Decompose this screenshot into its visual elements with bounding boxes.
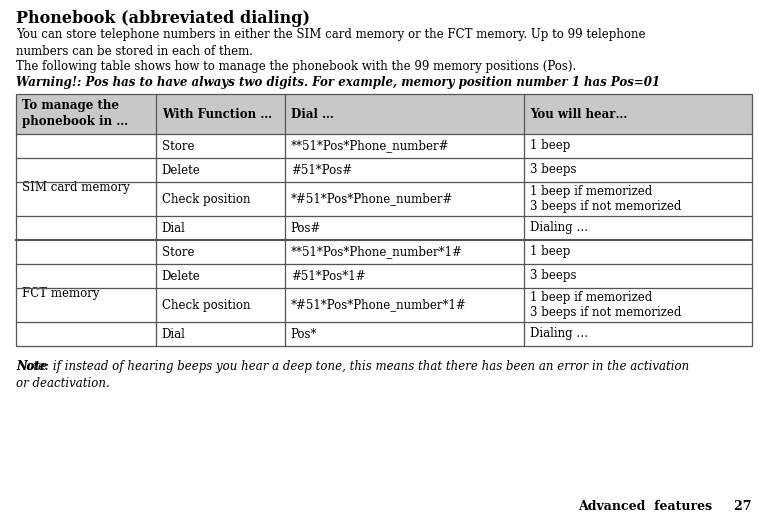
Text: #51*Pos*1#: #51*Pos*1# <box>290 269 365 282</box>
Text: Warning!: Pos has to have always two digits. For example, memory position number: Warning!: Pos has to have always two dig… <box>16 76 660 89</box>
Bar <box>16 94 752 134</box>
Text: To manage the
phonebook in …: To manage the phonebook in … <box>22 100 128 129</box>
Text: You will hear…: You will hear… <box>530 107 627 120</box>
Text: Store: Store <box>162 245 194 258</box>
Text: 3 beeps: 3 beeps <box>530 163 576 176</box>
Text: Dial: Dial <box>162 327 186 340</box>
Text: Check position: Check position <box>162 298 250 311</box>
Bar <box>16 94 752 346</box>
Bar <box>16 134 752 346</box>
Text: 1 beep: 1 beep <box>530 245 570 258</box>
Text: FCT memory: FCT memory <box>22 286 100 299</box>
Text: 1 beep: 1 beep <box>530 140 570 153</box>
Text: *#51*Pos*Phone_number*1#: *#51*Pos*Phone_number*1# <box>290 298 466 311</box>
Text: Dial …: Dial … <box>290 107 333 120</box>
Text: 3 beeps if not memorized: 3 beeps if not memorized <box>530 306 681 319</box>
Text: The following table shows how to manage the phonebook with the 99 memory positio: The following table shows how to manage … <box>16 60 576 73</box>
Text: Advanced  features     27: Advanced features 27 <box>578 500 752 513</box>
Text: Dialing …: Dialing … <box>530 327 588 340</box>
Text: *#51*Pos*Phone_number#: *#51*Pos*Phone_number# <box>290 193 453 206</box>
Text: **51*Pos*Phone_number#: **51*Pos*Phone_number# <box>290 140 449 153</box>
Text: Check position: Check position <box>162 193 250 206</box>
Text: With Function …: With Function … <box>162 107 272 120</box>
Text: Pos*: Pos* <box>290 327 317 340</box>
Text: 1 beep if memorized: 1 beep if memorized <box>530 185 652 198</box>
Text: 3 beeps: 3 beeps <box>530 269 576 282</box>
Text: Delete: Delete <box>162 269 200 282</box>
Text: 3 beeps if not memorized: 3 beeps if not memorized <box>530 200 681 213</box>
Text: Pos#: Pos# <box>290 222 321 235</box>
Text: Dial: Dial <box>162 222 186 235</box>
Text: **51*Pos*Phone_number*1#: **51*Pos*Phone_number*1# <box>290 245 462 258</box>
Text: You can store telephone numbers in either the SIM card memory or the FCT memory.: You can store telephone numbers in eithe… <box>16 28 645 58</box>
Text: SIM card memory: SIM card memory <box>22 181 130 194</box>
Text: #51*Pos#: #51*Pos# <box>290 163 352 176</box>
Text: Delete: Delete <box>162 163 200 176</box>
Text: Dialing …: Dialing … <box>530 222 588 235</box>
Text: Phonebook (abbreviated dialing): Phonebook (abbreviated dialing) <box>16 10 310 27</box>
Text: 1 beep if memorized: 1 beep if memorized <box>530 291 652 304</box>
Text: Note: Note <box>16 360 48 373</box>
Text: Note: if instead of hearing beeps you hear a deep tone, this means that there ha: Note: if instead of hearing beeps you he… <box>16 360 689 390</box>
Text: Store: Store <box>162 140 194 153</box>
